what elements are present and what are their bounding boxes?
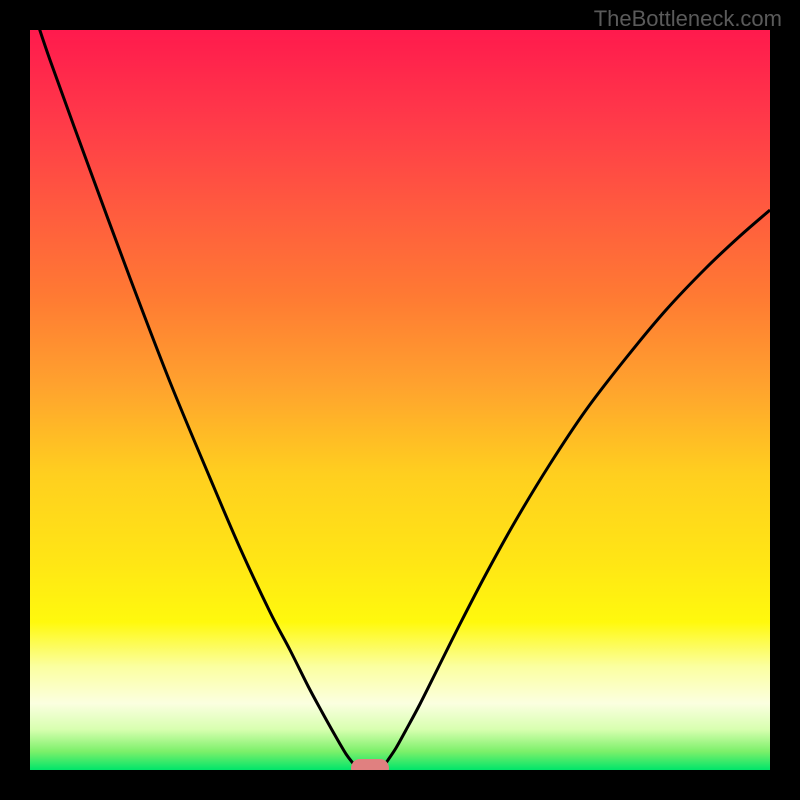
- chart-container: TheBottleneck.com: [0, 0, 800, 800]
- minimum-marker: [351, 759, 389, 770]
- plot-area: [30, 30, 770, 770]
- bottleneck-curve: [30, 30, 770, 770]
- watermark-text: TheBottleneck.com: [594, 6, 782, 32]
